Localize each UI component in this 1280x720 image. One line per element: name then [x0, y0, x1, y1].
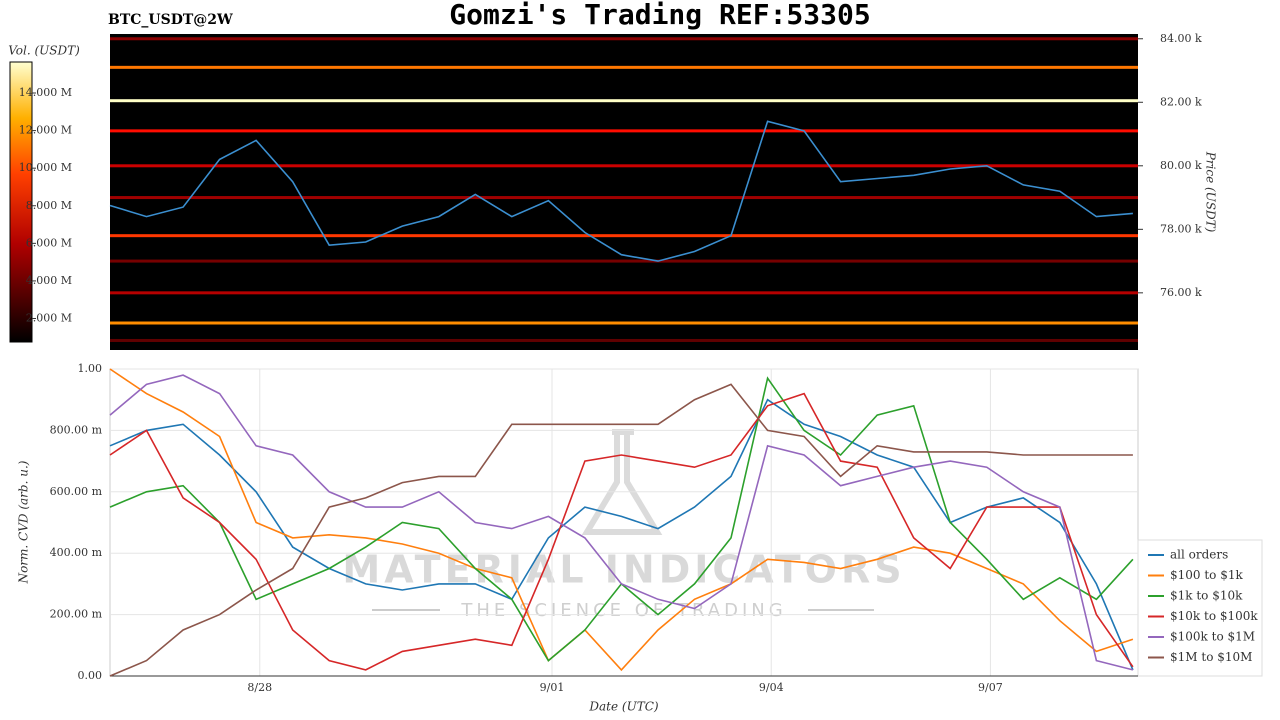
volume-level — [110, 338, 1138, 342]
y-tick-label: 84.00 k — [1160, 32, 1202, 45]
plot-bg — [109, 368, 1139, 677]
legend-label: $100 to $1k — [1170, 568, 1243, 582]
heatmap-bg — [110, 34, 1138, 350]
x-tick-label: 9/07 — [978, 681, 1003, 694]
volume-level — [110, 129, 1138, 133]
y-tick-label: 76.00 k — [1160, 286, 1202, 299]
legend-label: all orders — [1170, 548, 1228, 562]
colorbar-tick-label: 6.000 M — [26, 236, 72, 249]
volume-level — [110, 37, 1138, 41]
y-tick-label: 200.00 m — [50, 608, 103, 621]
volume-level — [110, 321, 1138, 325]
cvd-line — [109, 398, 1134, 671]
legend-label: $100k to $1M — [1170, 630, 1255, 644]
colorbar-tick-label: 4.000 M — [26, 274, 72, 287]
x-axis-label: Date (UTC) — [588, 700, 658, 714]
volume-level — [110, 196, 1138, 200]
colorbar-tick-label: 8.000 M — [26, 199, 72, 212]
colorbar-tick-label: 2.000 M — [26, 312, 72, 325]
colorbar-tick-label: 12.000 M — [19, 124, 72, 137]
volume-level — [110, 259, 1138, 263]
y-tick-label: 80.00 k — [1160, 159, 1202, 172]
colorbar-tick-label: 14.000 M — [19, 86, 72, 99]
title: Gomzi's Trading REF:53305 — [449, 0, 870, 31]
y-axis-label: Price (USDT) — [1204, 151, 1218, 233]
cvd-line — [109, 374, 1134, 671]
y-tick-label: 78.00 k — [1160, 222, 1202, 235]
y-tick-label: 82.00 k — [1160, 95, 1202, 108]
volume-level — [110, 164, 1138, 168]
x-tick-label: 8/28 — [247, 681, 272, 694]
volume-level — [110, 99, 1138, 103]
y-axis-label: Norm. CVD (arb. u.) — [17, 460, 31, 584]
volume-level — [110, 65, 1138, 69]
watermark-tagline: THE SCIENCE OF TRADING — [460, 600, 786, 621]
symbol: BTC_USDT@2W — [108, 12, 233, 28]
colorbar-tick-label: 10.000 M — [19, 161, 72, 174]
y-tick-label: 0.00 — [78, 669, 103, 682]
x-tick-label: 9/01 — [540, 681, 565, 694]
colorbar — [9, 61, 33, 343]
cvd-line — [109, 392, 1134, 671]
y-tick-label: 600.00 m — [50, 485, 103, 498]
x-tick-label: 9/04 — [759, 681, 784, 694]
colorbar-label: Vol. (USDT) — [8, 44, 80, 58]
cvd-line — [109, 383, 1133, 677]
volume-level — [110, 291, 1138, 295]
y-tick-label: 400.00 m — [50, 546, 103, 559]
y-tick-label: 1.00 — [78, 362, 103, 375]
legend — [1137, 539, 1263, 677]
y-tick-label: 800.00 m — [50, 423, 103, 436]
legend-label: $10k to $100k — [1170, 609, 1258, 623]
volume-level — [110, 234, 1138, 238]
cvd-line — [109, 368, 1134, 672]
price-line — [109, 120, 1133, 262]
legend-label: $1M to $10M — [1170, 650, 1252, 664]
legend-label: $1k to $10k — [1170, 589, 1243, 603]
